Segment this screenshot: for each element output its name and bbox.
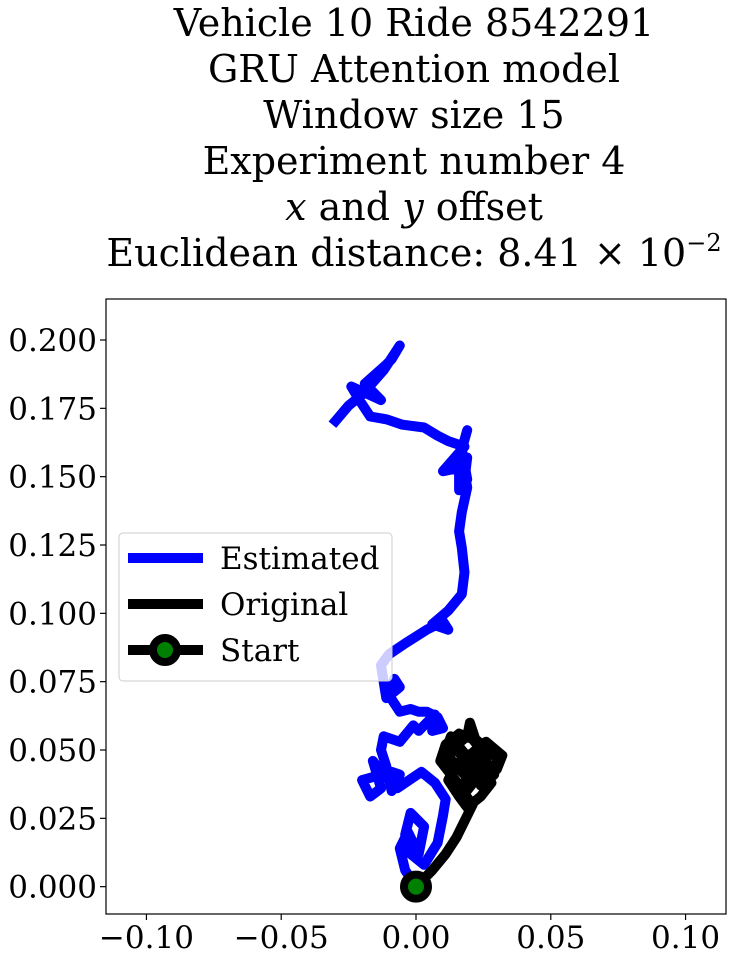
x-tick-label: −0.05	[234, 920, 329, 956]
y-tick-label: 0.050	[8, 733, 97, 769]
series-line-original	[412, 717, 508, 891]
x-tick-label: −0.10	[99, 920, 194, 956]
start-marker	[400, 870, 432, 903]
title-euclidean-distance: Euclidean distance: 8.41 × 10−2	[48, 229, 732, 281]
x-tick-label: 0.00	[381, 920, 450, 956]
y-tick-label: 0.000	[8, 870, 97, 906]
title-distance-prefix: Euclidean distance: 8.41	[106, 231, 582, 275]
y-tick-label: 0.100	[8, 596, 97, 632]
title-window-size: Window size 15	[263, 93, 565, 137]
chart-title-block: Vehicle 10 Ride 8542291 GRU Attention mo…	[48, 0, 732, 281]
legend-start-marker	[149, 634, 181, 666]
legend-box	[118, 532, 393, 682]
title-model: GRU Attention model	[207, 47, 621, 91]
y-tick-label: 0.200	[8, 323, 97, 359]
legend-label-estimated: Estimated	[220, 541, 379, 577]
y-tick-label: 0.025	[8, 801, 97, 837]
legend: Estimated Original Start	[118, 532, 393, 682]
title-vehicle-ride: Vehicle 10 Ride 8542291	[173, 1, 655, 45]
y-tick-label: 0.075	[8, 665, 97, 701]
legend-label-start: Start	[220, 633, 300, 669]
axis-ticks: −0.10 −0.05 0.00 0.05 0.10 0.000 0.025 0.050 0.0…	[8, 323, 720, 956]
y-tick-label: 0.125	[8, 528, 97, 564]
title-offset-x: x	[285, 185, 307, 229]
title-offset-y: y	[402, 185, 424, 229]
title-offset: x and y offset	[48, 184, 732, 230]
y-tick-label: 0.175	[8, 391, 97, 427]
title-distance-exponent: −2	[686, 229, 722, 257]
legend-label-original: Original	[220, 587, 348, 623]
plot-content	[328, 340, 508, 891]
x-tick-label: 0.05	[516, 920, 585, 956]
title-offset-rest: offset	[423, 185, 543, 229]
y-tick-label: 0.150	[8, 460, 97, 496]
series-line-estimated	[328, 340, 473, 890]
title-distance-times: × 10	[581, 231, 687, 275]
x-tick-label: 0.10	[651, 920, 720, 956]
title-experiment: Experiment number 4	[202, 139, 626, 183]
title-offset-and: and	[306, 185, 403, 229]
